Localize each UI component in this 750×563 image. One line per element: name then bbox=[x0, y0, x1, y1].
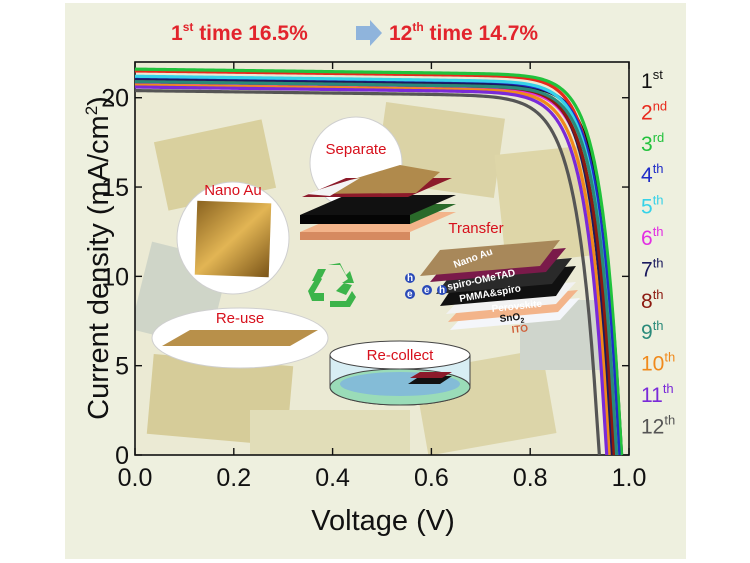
x-tick-label: 1.0 bbox=[612, 464, 647, 492]
series-line-12 bbox=[135, 88, 601, 455]
re-use-film bbox=[162, 330, 318, 346]
series-line-10 bbox=[135, 83, 611, 455]
x-tick-label: 0.0 bbox=[118, 464, 153, 492]
inset-illustration: Nano Au Separate Transfer bbox=[151, 116, 580, 406]
series-line-2 bbox=[135, 69, 619, 455]
recycle-icon bbox=[308, 263, 356, 307]
legend-entry-11: 11th bbox=[641, 381, 674, 407]
legend-entry-2: 2nd bbox=[641, 98, 667, 124]
hole-symbol-1: h bbox=[407, 273, 413, 284]
y-tick-label: 0 bbox=[115, 442, 129, 470]
axis-ticks: 0.0 0.2 0.4 0.6 0.8 1.0 0 5 10 15 20 bbox=[101, 62, 646, 492]
legend-entry-3: 3rd bbox=[641, 130, 664, 156]
re-collect-dish: Re-collect bbox=[329, 340, 471, 406]
electron-symbol-1: e bbox=[407, 289, 413, 300]
plot-frame bbox=[134, 61, 630, 456]
transfer-stack: Nano Au spiro-OMeTAD PMMA&spiro Perovski… bbox=[405, 240, 580, 336]
re-collect-label: Re-collect bbox=[367, 347, 435, 364]
legend-entry-4: 4th bbox=[641, 161, 664, 187]
hole-symbol-2: h bbox=[439, 285, 445, 296]
series-line-9 bbox=[135, 80, 619, 455]
y-tick-label: 5 bbox=[115, 353, 129, 381]
legend-entry-8: 8th bbox=[641, 287, 664, 313]
legend-entry-1: 1st bbox=[641, 67, 663, 93]
x-axis-label: Voltage (V) bbox=[311, 505, 454, 537]
nano-au-label: Nano Au bbox=[204, 182, 262, 199]
legend-entry-12: 12th bbox=[641, 412, 675, 438]
y-tick-label: 20 bbox=[101, 85, 129, 113]
series-line-11 bbox=[135, 85, 609, 455]
separate-stack bbox=[300, 165, 456, 240]
legend: 1st 2nd 3rd 4th 5th 6th 7th 8th 9th 10th 11th 12th bbox=[641, 67, 675, 438]
transfer-label: Transfer bbox=[448, 220, 503, 237]
legend-entry-7: 7th bbox=[641, 255, 664, 281]
layer-ito: ITO bbox=[511, 323, 529, 336]
electron-symbol-2: e bbox=[424, 285, 430, 296]
title-second: 12th time 14.7% bbox=[389, 20, 538, 45]
gold-film bbox=[194, 200, 272, 278]
series-line-5 bbox=[135, 74, 619, 455]
x-tick-label: 0.8 bbox=[513, 464, 548, 492]
legend-entry-6: 6th bbox=[641, 224, 664, 250]
figure-title: 1st time 16.5% 12th time 14.7% bbox=[171, 20, 538, 46]
legend-entry-5: 5th bbox=[641, 193, 664, 219]
legend-entry-9: 9th bbox=[641, 318, 664, 344]
layer-sno2: SnO2 bbox=[499, 311, 525, 326]
legend-entry-10: 10th bbox=[641, 350, 675, 376]
y-tick-label: 10 bbox=[101, 263, 129, 291]
x-tick-label: 0.2 bbox=[216, 464, 251, 492]
re-use-label: Re-use bbox=[216, 310, 264, 327]
series-line-6 bbox=[135, 81, 616, 455]
y-tick-label: 15 bbox=[101, 174, 129, 202]
jv-curves bbox=[135, 67, 624, 455]
layer-perovskite: Perovskite bbox=[491, 299, 543, 315]
separate-label: Separate bbox=[326, 141, 387, 158]
series-line-3 bbox=[135, 67, 624, 455]
title-first: 1st time 16.5% bbox=[171, 20, 308, 45]
right-arrow-icon bbox=[356, 20, 382, 46]
x-tick-label: 0.6 bbox=[414, 464, 449, 492]
y-axis-label: Current density (mA/cm2) bbox=[82, 96, 115, 420]
x-tick-label: 0.4 bbox=[315, 464, 350, 492]
